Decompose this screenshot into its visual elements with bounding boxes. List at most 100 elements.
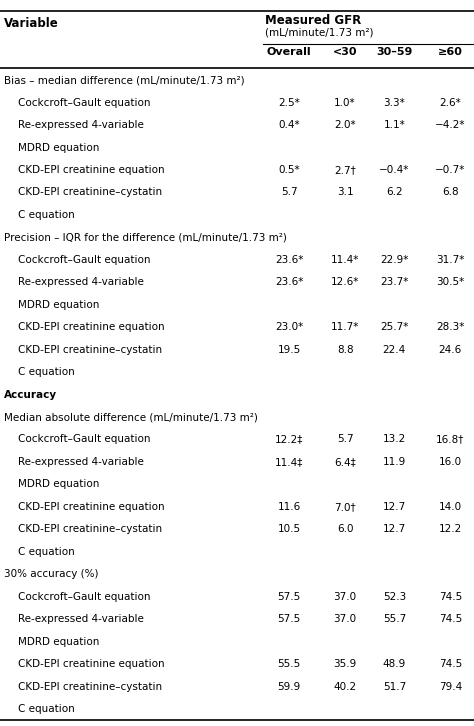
Text: 5.7: 5.7 — [337, 434, 354, 444]
Text: 74.5: 74.5 — [438, 592, 462, 602]
Text: 10.5: 10.5 — [278, 524, 301, 534]
Text: Cockcroft–Gault equation: Cockcroft–Gault equation — [18, 98, 151, 107]
Text: 57.5: 57.5 — [277, 592, 301, 602]
Text: Re-expressed 4-variable: Re-expressed 4-variable — [18, 614, 144, 624]
Text: 1.0*: 1.0* — [334, 98, 356, 107]
Text: CKD-EPI creatinine–cystatin: CKD-EPI creatinine–cystatin — [18, 682, 162, 691]
Text: 8.8: 8.8 — [337, 345, 354, 355]
Text: 37.0: 37.0 — [334, 592, 356, 602]
Text: 22.9*: 22.9* — [380, 255, 409, 265]
Text: 23.6*: 23.6* — [275, 255, 303, 265]
Text: 7.0†: 7.0† — [334, 502, 356, 512]
Text: 0.4*: 0.4* — [278, 120, 300, 130]
Text: C equation: C equation — [18, 210, 75, 220]
Text: −0.7*: −0.7* — [435, 165, 465, 175]
Text: CKD-EPI creatinine–cystatin: CKD-EPI creatinine–cystatin — [18, 187, 162, 197]
Text: CKD-EPI creatinine equation: CKD-EPI creatinine equation — [18, 659, 164, 669]
Text: 1.1*: 1.1* — [383, 120, 405, 130]
Text: 11.7*: 11.7* — [331, 322, 359, 333]
Text: 11.4*: 11.4* — [331, 255, 359, 265]
Text: 74.5: 74.5 — [438, 614, 462, 624]
Text: 2.7†: 2.7† — [334, 165, 356, 175]
Text: 79.4: 79.4 — [438, 682, 462, 691]
Text: −4.2*: −4.2* — [435, 120, 465, 130]
Text: 48.9: 48.9 — [383, 659, 406, 669]
Text: Re-expressed 4-variable: Re-expressed 4-variable — [18, 457, 144, 467]
Text: 12.7: 12.7 — [383, 524, 406, 534]
Text: CKD-EPI creatinine equation: CKD-EPI creatinine equation — [18, 165, 164, 175]
Text: Re-expressed 4-variable: Re-expressed 4-variable — [18, 120, 144, 130]
Text: 23.7*: 23.7* — [380, 277, 409, 287]
Text: 0.5*: 0.5* — [278, 165, 300, 175]
Text: 30% accuracy (%): 30% accuracy (%) — [4, 569, 98, 579]
Text: Overall: Overall — [267, 47, 311, 57]
Text: Measured GFR: Measured GFR — [265, 14, 362, 27]
Text: Accuracy: Accuracy — [4, 390, 57, 399]
Text: (mL/minute/1.73 m²): (mL/minute/1.73 m²) — [265, 28, 374, 38]
Text: 25.7*: 25.7* — [380, 322, 409, 333]
Text: Median absolute difference (mL/minute/1.73 m²): Median absolute difference (mL/minute/1.… — [4, 412, 258, 422]
Text: 12.2: 12.2 — [438, 524, 462, 534]
Text: 2.5*: 2.5* — [278, 98, 300, 107]
Text: 14.0: 14.0 — [439, 502, 462, 512]
Text: 55.5: 55.5 — [277, 659, 301, 669]
Text: MDRD equation: MDRD equation — [18, 142, 100, 152]
Text: 40.2: 40.2 — [334, 682, 356, 691]
Text: 23.6*: 23.6* — [275, 277, 303, 287]
Text: 6.4‡: 6.4‡ — [334, 457, 356, 467]
Text: 12.2‡: 12.2‡ — [275, 434, 303, 444]
Text: 16.0: 16.0 — [439, 457, 462, 467]
Text: Precision – IQR for the difference (mL/minute/1.73 m²): Precision – IQR for the difference (mL/m… — [4, 232, 287, 242]
Text: 11.4‡: 11.4‡ — [275, 457, 303, 467]
Text: 52.3: 52.3 — [383, 592, 406, 602]
Text: Cockcroft–Gault equation: Cockcroft–Gault equation — [18, 434, 151, 444]
Text: 51.7: 51.7 — [383, 682, 406, 691]
Text: C equation: C equation — [18, 367, 75, 377]
Text: C equation: C equation — [18, 704, 75, 714]
Text: Cockcroft–Gault equation: Cockcroft–Gault equation — [18, 592, 151, 602]
Text: 55.7: 55.7 — [383, 614, 406, 624]
Text: 6.8: 6.8 — [442, 187, 459, 197]
Text: 22.4: 22.4 — [383, 345, 406, 355]
Text: 31.7*: 31.7* — [436, 255, 465, 265]
Text: 2.0*: 2.0* — [334, 120, 356, 130]
Text: Bias – median difference (mL/minute/1.73 m²): Bias – median difference (mL/minute/1.73… — [4, 76, 245, 85]
Text: 23.0*: 23.0* — [275, 322, 303, 333]
Text: 37.0: 37.0 — [334, 614, 356, 624]
Text: CKD-EPI creatinine equation: CKD-EPI creatinine equation — [18, 502, 164, 512]
Text: 6.2: 6.2 — [386, 187, 403, 197]
Text: ≥60: ≥60 — [438, 47, 463, 57]
Text: 2.6*: 2.6* — [439, 98, 461, 107]
Text: 12.6*: 12.6* — [331, 277, 359, 287]
Text: Variable: Variable — [4, 17, 59, 30]
Text: MDRD equation: MDRD equation — [18, 637, 100, 647]
Text: 35.9: 35.9 — [333, 659, 357, 669]
Text: CKD-EPI creatinine–cystatin: CKD-EPI creatinine–cystatin — [18, 524, 162, 534]
Text: 30.5*: 30.5* — [436, 277, 465, 287]
Text: Cockcroft–Gault equation: Cockcroft–Gault equation — [18, 255, 151, 265]
Text: 28.3*: 28.3* — [436, 322, 465, 333]
Text: Re-expressed 4-variable: Re-expressed 4-variable — [18, 277, 144, 287]
Text: MDRD equation: MDRD equation — [18, 479, 100, 489]
Text: 11.6: 11.6 — [277, 502, 301, 512]
Text: −0.4*: −0.4* — [379, 165, 410, 175]
Text: CKD-EPI creatinine–cystatin: CKD-EPI creatinine–cystatin — [18, 345, 162, 355]
Text: 30–59: 30–59 — [376, 47, 412, 57]
Text: 19.5: 19.5 — [277, 345, 301, 355]
Text: 11.9: 11.9 — [383, 457, 406, 467]
Text: 59.9: 59.9 — [277, 682, 301, 691]
Text: 13.2: 13.2 — [383, 434, 406, 444]
Text: 57.5: 57.5 — [277, 614, 301, 624]
Text: 12.7: 12.7 — [383, 502, 406, 512]
Text: C equation: C equation — [18, 547, 75, 557]
Text: 74.5: 74.5 — [438, 659, 462, 669]
Text: CKD-EPI creatinine equation: CKD-EPI creatinine equation — [18, 322, 164, 333]
Text: 3.3*: 3.3* — [383, 98, 405, 107]
Text: 24.6: 24.6 — [438, 345, 462, 355]
Text: 6.0: 6.0 — [337, 524, 353, 534]
Text: 3.1: 3.1 — [337, 187, 354, 197]
Text: 16.8†: 16.8† — [436, 434, 465, 444]
Text: MDRD equation: MDRD equation — [18, 300, 100, 310]
Text: <30: <30 — [333, 47, 357, 57]
Text: 5.7: 5.7 — [281, 187, 298, 197]
